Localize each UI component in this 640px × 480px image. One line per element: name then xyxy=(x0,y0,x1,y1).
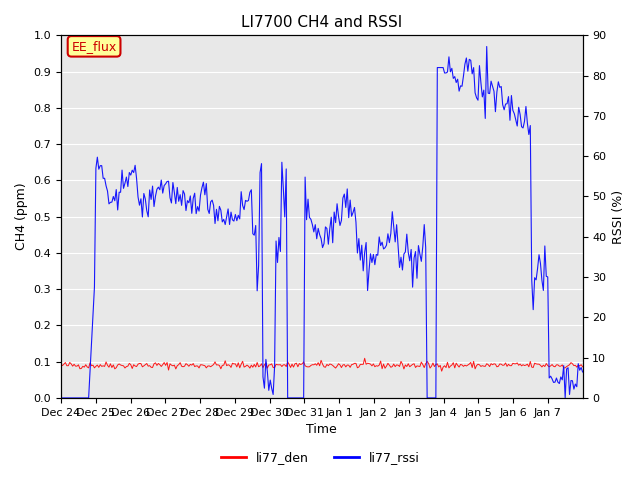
X-axis label: Time: Time xyxy=(307,423,337,436)
Y-axis label: CH4 (ppm): CH4 (ppm) xyxy=(15,183,28,251)
Legend: li77_den, li77_rssi: li77_den, li77_rssi xyxy=(216,446,424,469)
Text: EE_flux: EE_flux xyxy=(72,40,116,53)
Title: LI7700 CH4 and RSSI: LI7700 CH4 and RSSI xyxy=(241,15,403,30)
Y-axis label: RSSI (%): RSSI (%) xyxy=(612,190,625,244)
